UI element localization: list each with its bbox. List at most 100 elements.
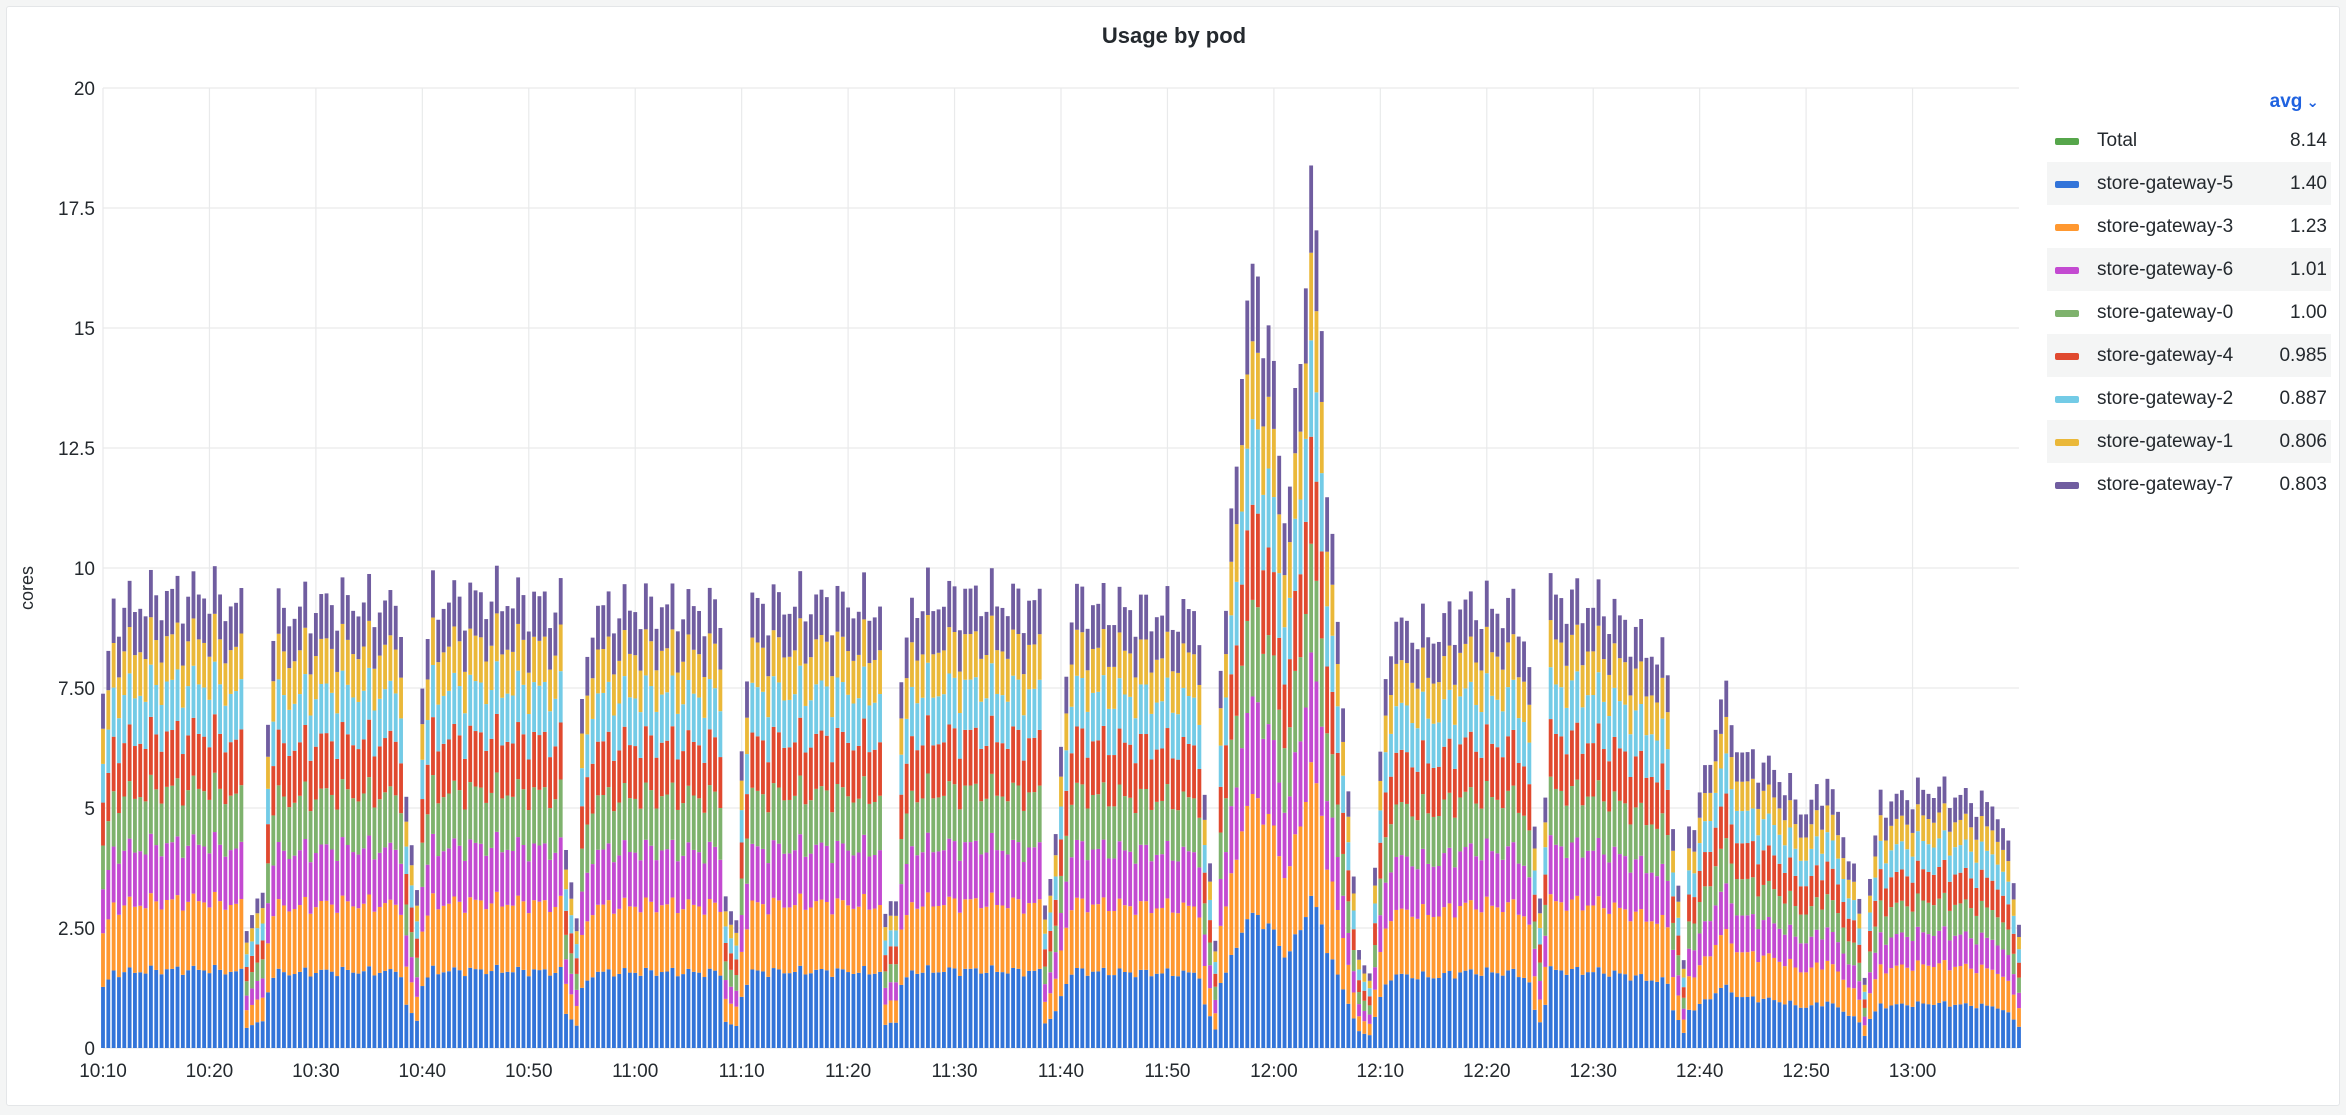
bar-segment-store-gateway-4 bbox=[1878, 869, 1883, 901]
bar-segment-store-gateway-0 bbox=[1011, 782, 1016, 840]
bar-segment-store-gateway-0 bbox=[1713, 866, 1718, 906]
bar-segment-store-gateway-3 bbox=[580, 934, 584, 988]
bar-segment-store-gateway-6 bbox=[409, 957, 414, 983]
legend-calc-selector[interactable]: avg ⌄ bbox=[2047, 85, 2331, 119]
bar-segment-store-gateway-6 bbox=[750, 843, 755, 901]
bar-segment-store-gateway-4 bbox=[2011, 933, 2016, 954]
bar-segment-store-gateway-0 bbox=[431, 775, 435, 834]
bar-segment-store-gateway-7 bbox=[1777, 782, 1782, 809]
bar-segment-store-gateway-7 bbox=[910, 597, 914, 643]
bar-segment-store-gateway-2 bbox=[1234, 581, 1239, 646]
bar-segment-store-gateway-1 bbox=[170, 634, 175, 680]
bar-segment-store-gateway-3 bbox=[1570, 899, 1574, 969]
bar-segment-store-gateway-2 bbox=[1884, 863, 1888, 889]
bar-segment-store-gateway-7 bbox=[1495, 613, 1500, 657]
bar-segment-store-gateway-0 bbox=[617, 802, 622, 856]
bar-segment-store-gateway-0 bbox=[1362, 1000, 1367, 1011]
bar-segment-store-gateway-2 bbox=[1341, 775, 1345, 813]
bar-segment-store-gateway-4 bbox=[1256, 513, 1260, 608]
bar-segment-store-gateway-4 bbox=[984, 745, 989, 799]
bar-segment-store-gateway-0 bbox=[1378, 878, 1383, 916]
bar-segment-store-gateway-4 bbox=[287, 755, 292, 808]
bar-segment-store-gateway-1 bbox=[1032, 644, 1037, 689]
bar-segment-store-gateway-6 bbox=[1868, 972, 1872, 994]
bar-segment-store-gateway-2 bbox=[915, 703, 920, 751]
bar-segment-store-gateway-0 bbox=[2001, 922, 2005, 950]
bar-segment-store-gateway-1 bbox=[1937, 812, 1942, 839]
legend-item[interactable]: store-gateway-5 1.40 bbox=[2047, 162, 2331, 205]
bar-segment-store-gateway-4 bbox=[1064, 790, 1069, 836]
bar-segment-store-gateway-3 bbox=[1261, 824, 1266, 930]
bar-segment-store-gateway-7 bbox=[2006, 840, 2011, 862]
bar-segment-store-gateway-1 bbox=[505, 649, 510, 694]
bar-segment-store-gateway-3 bbox=[1900, 964, 1904, 1004]
bar-segment-store-gateway-4 bbox=[1735, 843, 1739, 880]
bar-segment-store-gateway-3 bbox=[1985, 968, 1989, 1006]
bar-segment-store-gateway-6 bbox=[1969, 938, 1974, 969]
x-tick-label: 12:40 bbox=[1676, 1061, 1724, 1082]
bar-segment-store-gateway-6 bbox=[590, 864, 595, 916]
bar-segment-store-gateway-6 bbox=[372, 859, 377, 912]
bar-segment-store-gateway-3 bbox=[750, 900, 755, 970]
bar-segment-store-gateway-2 bbox=[867, 705, 872, 753]
bar-segment-store-gateway-5 bbox=[1522, 977, 1526, 1048]
bar-segment-store-gateway-4 bbox=[255, 944, 260, 963]
bar-segment-store-gateway-6 bbox=[164, 843, 169, 900]
bar-segment-store-gateway-3 bbox=[942, 905, 946, 972]
bar-segment-store-gateway-0 bbox=[1495, 799, 1500, 854]
bar-segment-store-gateway-6 bbox=[761, 848, 765, 905]
legend-item[interactable]: store-gateway-6 1.01 bbox=[2047, 248, 2331, 291]
legend-item[interactable]: store-gateway-0 1.00 bbox=[2047, 291, 2331, 334]
bar-segment-store-gateway-5 bbox=[681, 974, 686, 1048]
legend-item[interactable]: store-gateway-4 0.985 bbox=[2047, 334, 2331, 377]
bar-segment-store-gateway-1 bbox=[1027, 644, 1031, 690]
bar-segment-store-gateway-6 bbox=[1415, 869, 1420, 919]
bar-segment-store-gateway-4 bbox=[750, 732, 755, 788]
legend-item[interactable]: store-gateway-1 0.806 bbox=[2047, 420, 2331, 463]
bar-segment-store-gateway-6 bbox=[1825, 927, 1830, 961]
bar-segment-store-gateway-6 bbox=[212, 832, 217, 892]
bar-segment-store-gateway-5 bbox=[1506, 970, 1510, 1048]
bar-segment-store-gateway-0 bbox=[356, 801, 361, 855]
bar-segment-store-gateway-0 bbox=[675, 809, 680, 862]
bar-segment-store-gateway-3 bbox=[1766, 953, 1771, 998]
bar-segment-store-gateway-5 bbox=[1048, 1018, 1053, 1048]
bar-segment-store-gateway-0 bbox=[761, 794, 765, 849]
bar-series[interactable] bbox=[101, 165, 2021, 1048]
x-tick-label: 11:10 bbox=[719, 1061, 765, 1082]
legend-item[interactable]: store-gateway-7 0.803 bbox=[2047, 463, 2331, 506]
bar-segment-store-gateway-4 bbox=[1186, 743, 1191, 798]
bar-segment-store-gateway-4 bbox=[1016, 729, 1021, 786]
legend-item[interactable]: store-gateway-2 0.887 bbox=[2047, 377, 2331, 420]
bar-segment-store-gateway-7 bbox=[1990, 806, 1995, 831]
bar-segment-store-gateway-0 bbox=[1527, 830, 1532, 878]
bar-segment-store-gateway-1 bbox=[1900, 815, 1904, 842]
legend-series-avg: 1.40 bbox=[2290, 173, 2327, 194]
bar-segment-store-gateway-7 bbox=[856, 611, 861, 655]
bar-segment-store-gateway-0 bbox=[319, 788, 324, 845]
bar-segment-store-gateway-1 bbox=[606, 636, 611, 682]
bar-segment-store-gateway-4 bbox=[1128, 744, 1133, 798]
bar-segment-store-gateway-5 bbox=[622, 968, 627, 1048]
bar-segment-store-gateway-2 bbox=[1836, 858, 1840, 885]
bar-segment-store-gateway-0 bbox=[1431, 816, 1436, 867]
bar-segment-store-gateway-6 bbox=[707, 841, 712, 899]
y-tick-label: 17.5 bbox=[58, 199, 95, 220]
bar-segment-store-gateway-2 bbox=[723, 926, 728, 943]
bar-segment-store-gateway-1 bbox=[500, 654, 505, 698]
bar-segment-store-gateway-0 bbox=[1133, 813, 1138, 864]
legend-item[interactable]: Total 8.14 bbox=[2047, 119, 2331, 162]
bar-segment-store-gateway-2 bbox=[1905, 849, 1910, 877]
bar-segment-store-gateway-2 bbox=[675, 713, 680, 760]
bar-segment-store-gateway-4 bbox=[1703, 852, 1707, 887]
legend-item[interactable]: store-gateway-3 1.23 bbox=[2047, 205, 2331, 248]
bar-segment-store-gateway-1 bbox=[957, 671, 962, 714]
bar-segment-store-gateway-4 bbox=[862, 718, 866, 777]
bar-segment-store-gateway-0 bbox=[2011, 953, 2016, 975]
bar-segment-store-gateway-2 bbox=[1144, 684, 1149, 735]
bar-segment-store-gateway-2 bbox=[702, 717, 707, 763]
bar-segment-store-gateway-6 bbox=[1660, 863, 1665, 915]
bar-segment-store-gateway-7 bbox=[1655, 664, 1659, 703]
bar-segment-store-gateway-2 bbox=[1825, 832, 1830, 862]
